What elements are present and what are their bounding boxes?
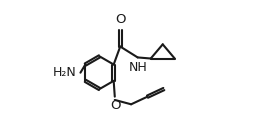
Text: NH: NH [129, 61, 148, 74]
Text: H₂N: H₂N [52, 66, 76, 79]
Text: O: O [110, 99, 120, 112]
Text: O: O [115, 13, 125, 26]
